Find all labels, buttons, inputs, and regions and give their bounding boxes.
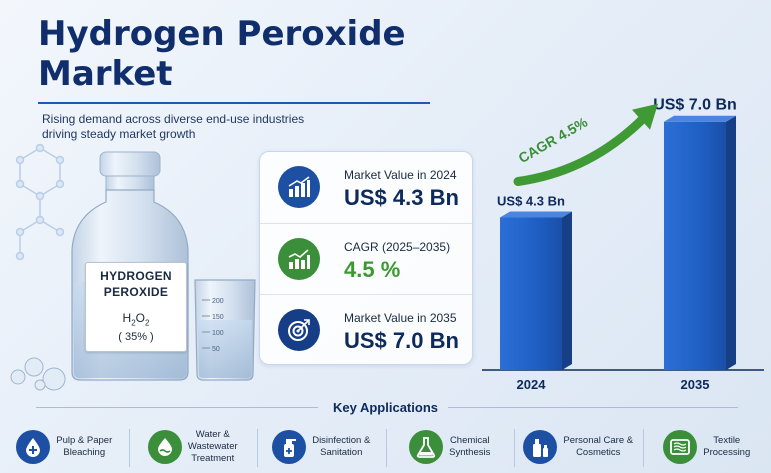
cagr-annotation: CAGR 4.5% bbox=[516, 113, 591, 166]
key-stats-panel: Market Value in 2024 US$ 4.3 Bn CAGR (20… bbox=[259, 151, 473, 365]
stat-value: 4.5 % bbox=[344, 257, 401, 282]
stat-value: US$ 4.3 Bn bbox=[344, 185, 459, 210]
cagr-arrow bbox=[513, 113, 649, 186]
subtitle-divider bbox=[38, 102, 430, 104]
application-label: Chemical Synthesis bbox=[449, 435, 491, 458]
bar-side-2035 bbox=[726, 115, 736, 370]
stat-value: US$ 7.0 Bn bbox=[344, 328, 459, 353]
stat-market-value-2035: Market Value in 2035 US$ 7.0 Bn bbox=[260, 294, 472, 365]
stat-cagr: CAGR (2025–2035) 4.5 % bbox=[260, 223, 472, 294]
beaker-mark-50: 50 bbox=[212, 346, 220, 353]
market-bar-chart: US$ 4.3 Bn 2024 US$ 7.0 Bn 2035 CAGR 4.5% bbox=[482, 97, 764, 392]
application-label: Textile Processing bbox=[703, 435, 751, 458]
textile-icon bbox=[663, 430, 698, 464]
title-line-1: Hydrogen Peroxide bbox=[38, 14, 406, 54]
stat-market-value-2024: Market Value in 2024 US$ 4.3 Bn bbox=[260, 152, 472, 222]
data-label-2024: US$ 4.3 Bn bbox=[497, 193, 565, 208]
applications-rule-left bbox=[36, 407, 318, 408]
bottle-label-formula: H2O2 bbox=[122, 311, 150, 328]
application-label: Pulp & Paper Bleaching bbox=[56, 435, 113, 458]
application-textile: Textile Processing bbox=[642, 421, 771, 473]
bottle-label-line1: HYDROGEN bbox=[100, 269, 172, 283]
cagr-arrow-head bbox=[632, 103, 658, 130]
subtitle: Rising demand across diverse end-use ind… bbox=[42, 112, 305, 141]
application-label: Water & Wastewater Treatment bbox=[187, 429, 238, 464]
flask-icon bbox=[409, 430, 444, 464]
cosmetics-icon bbox=[523, 430, 558, 464]
stat-label: Market Value in 2024 bbox=[344, 168, 457, 182]
stat-label: Market Value in 2035 bbox=[344, 311, 457, 325]
application-chemical-synthesis: Chemical Synthesis bbox=[385, 421, 515, 473]
bottle-label-line2: PEROXIDE bbox=[103, 285, 169, 299]
applications-rule-right bbox=[448, 407, 738, 408]
bar-chart-rising-icon bbox=[278, 166, 320, 208]
bar-side-2024 bbox=[562, 211, 572, 370]
application-water-treatment: Water & Wastewater Treatment bbox=[128, 421, 258, 473]
water-treatment-icon bbox=[147, 430, 182, 464]
spray-bottle-icon bbox=[272, 430, 307, 464]
application-disinfection: Disinfection & Sanitation bbox=[257, 421, 386, 473]
application-label: Disinfection & Sanitation bbox=[312, 435, 371, 458]
tick-label-2035: 2035 bbox=[681, 377, 710, 392]
applications-title: Key Applications bbox=[333, 400, 438, 415]
bottle-label-concentration: ( 35% ) bbox=[118, 331, 154, 344]
beaker-mark-100: 100 bbox=[212, 330, 224, 337]
application-label: Personal Care & Cosmetics bbox=[563, 435, 634, 458]
applications-row: Pulp & Paper Bleaching Water & Wastewater T… bbox=[0, 421, 771, 473]
stat-label: CAGR (2025–2035) bbox=[344, 240, 451, 254]
bottle-label: HYDROGEN PEROXIDE H2O2 ( 35% ) bbox=[85, 262, 187, 352]
growth-chart-icon bbox=[278, 238, 320, 280]
title-line-2: Market bbox=[38, 54, 173, 94]
water-drop-icon bbox=[16, 430, 51, 464]
bubbles-decoration bbox=[10, 357, 66, 391]
application-pulp-paper: Pulp & Paper Bleaching bbox=[0, 421, 129, 473]
target-icon bbox=[278, 309, 320, 351]
bar-top-2024 bbox=[500, 211, 572, 218]
beaker-mark-200: 200 bbox=[212, 298, 224, 305]
beaker-mark-150: 150 bbox=[212, 314, 224, 321]
molecule-icon bbox=[15, 143, 65, 261]
page-title: Hydrogen Peroxide Market bbox=[38, 14, 458, 94]
bar-2035 bbox=[664, 121, 726, 370]
data-label-2035: US$ 7.0 Bn bbox=[653, 97, 737, 114]
bar-2024 bbox=[500, 217, 562, 370]
tick-label-2024: 2024 bbox=[517, 377, 547, 392]
application-personal-care: Personal Care & Cosmetics bbox=[514, 421, 643, 473]
bar-top-2035 bbox=[664, 115, 736, 122]
